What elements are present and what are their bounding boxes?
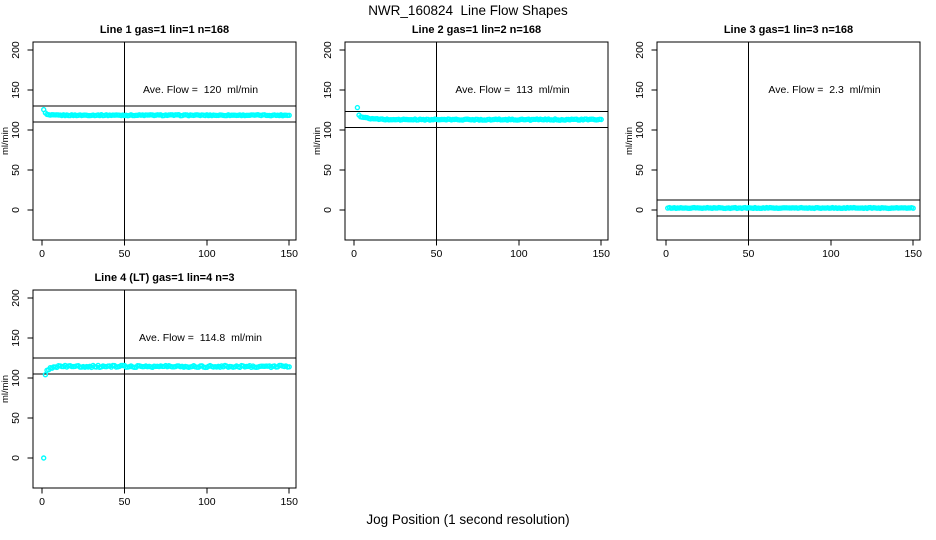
panel-line-1-ave-flow-annotation: Ave. Flow = 120 ml/min (142, 84, 259, 96)
panel-line-4-ave-flow-annotation: Ave. Flow = 114.8 ml/min (138, 332, 263, 344)
figure-title: NWR_160824 Line Flow Shapes (368, 3, 568, 18)
svg-text:150: 150 (592, 248, 610, 260)
x-axis: 0 50 100 150 (663, 240, 922, 260)
svg-text:ml/min: ml/min (0, 127, 11, 155)
panel-line-1-plot-canvas: 0 50 100 150 0 50 100 150 200 ml/min (0, 41, 298, 260)
svg-text:0: 0 (10, 207, 22, 213)
panel-line-2-ave-flow-annotation: Ave. Flow = 113 ml/min (455, 84, 570, 96)
panel-line-4-plot-canvas: 0 50 100 150 0 50 100 150 200 ml/min (0, 289, 298, 508)
svg-text:150: 150 (322, 81, 334, 99)
svg-text:200: 200 (10, 41, 22, 59)
data-points (665, 204, 916, 212)
svg-text:50: 50 (10, 164, 22, 176)
reference-lines (345, 111, 608, 129)
svg-text:0: 0 (10, 455, 22, 461)
svg-text:ml/min: ml/min (312, 127, 323, 155)
data-points (354, 104, 604, 123)
panel-line-3-title: Line 3 gas=1 lin=3 n=168 (723, 24, 854, 36)
svg-text:150: 150 (280, 496, 298, 508)
panel-line-2: Line 2 gas=1 lin=2 n=168 Ave. Flow = 113… (312, 18, 624, 266)
panel-line-1-title: Line 1 gas=1 lin=1 n=168 (99, 24, 230, 36)
x-axis: 0 50 100 150 (351, 240, 610, 260)
svg-text:0: 0 (39, 496, 45, 508)
svg-text:150: 150 (634, 81, 646, 99)
svg-text:200: 200 (322, 41, 334, 59)
svg-text:50: 50 (634, 164, 646, 176)
panel-line-4-title: Line 4 (LT) gas=1 lin=4 n=3 (94, 272, 235, 284)
data-points (41, 106, 292, 119)
y-axis: 0 50 100 150 200 ml/min (0, 289, 33, 461)
svg-text:100: 100 (322, 121, 334, 139)
svg-text:ml/min: ml/min (624, 127, 635, 155)
svg-text:50: 50 (743, 248, 755, 260)
plot-frame (344, 41, 609, 241)
svg-text:0: 0 (663, 248, 669, 260)
svg-text:ml/min: ml/min (0, 375, 11, 403)
svg-text:100: 100 (10, 369, 22, 387)
reference-lines (657, 199, 920, 217)
svg-text:0: 0 (351, 248, 357, 260)
y-axis: 0 50 100 150 200 ml/min (0, 41, 33, 213)
plot-frame (32, 41, 297, 241)
panel-line-3-ave-flow-annotation: Ave. Flow = 2.3 ml/min (768, 84, 881, 96)
svg-text:100: 100 (510, 248, 528, 260)
figure-x-axis-label: Jog Position (1 second resolution) (366, 512, 570, 527)
svg-text:200: 200 (10, 289, 22, 307)
panel-line-2-title: Line 2 gas=1 lin=2 n=168 (411, 24, 542, 36)
svg-text:100: 100 (198, 248, 216, 260)
panel-line-1: Line 1 gas=1 lin=1 n=168 Ave. Flow = 120… (0, 18, 312, 266)
svg-text:100: 100 (198, 496, 216, 508)
svg-text:50: 50 (431, 248, 443, 260)
data-points (41, 362, 292, 461)
svg-text:0: 0 (39, 248, 45, 260)
y-axis: 0 50 100 150 200 ml/min (624, 41, 657, 213)
panel-line-3: Line 3 gas=1 lin=3 n=168 Ave. Flow = 2.3… (624, 18, 936, 266)
plot-frame (656, 41, 921, 241)
x-axis: 0 50 100 150 (39, 488, 298, 508)
reference-lines (33, 105, 296, 123)
svg-text:150: 150 (10, 81, 22, 99)
reference-lines (33, 357, 296, 375)
y-axis: 0 50 100 150 200 ml/min (312, 41, 345, 213)
x-axis: 0 50 100 150 (39, 240, 298, 260)
svg-text:100: 100 (822, 248, 840, 260)
svg-text:0: 0 (322, 207, 334, 213)
svg-text:100: 100 (10, 121, 22, 139)
svg-text:150: 150 (10, 329, 22, 347)
svg-text:200: 200 (634, 41, 646, 59)
svg-text:50: 50 (119, 496, 131, 508)
svg-text:0: 0 (634, 207, 646, 213)
panel-line-2-plot-canvas: 0 50 100 150 0 50 100 150 200 ml/min (312, 41, 610, 260)
panel-line-4: Line 4 (LT) gas=1 lin=4 n=3 Ave. Flow = … (0, 266, 312, 514)
svg-text:50: 50 (10, 412, 22, 424)
svg-text:50: 50 (322, 164, 334, 176)
plot-frame (32, 289, 297, 489)
svg-text:50: 50 (119, 248, 131, 260)
svg-text:100: 100 (634, 121, 646, 139)
panel-line-3-plot-canvas: 0 50 100 150 0 50 100 150 200 ml/min (624, 41, 922, 260)
svg-text:150: 150 (280, 248, 298, 260)
svg-text:150: 150 (904, 248, 922, 260)
